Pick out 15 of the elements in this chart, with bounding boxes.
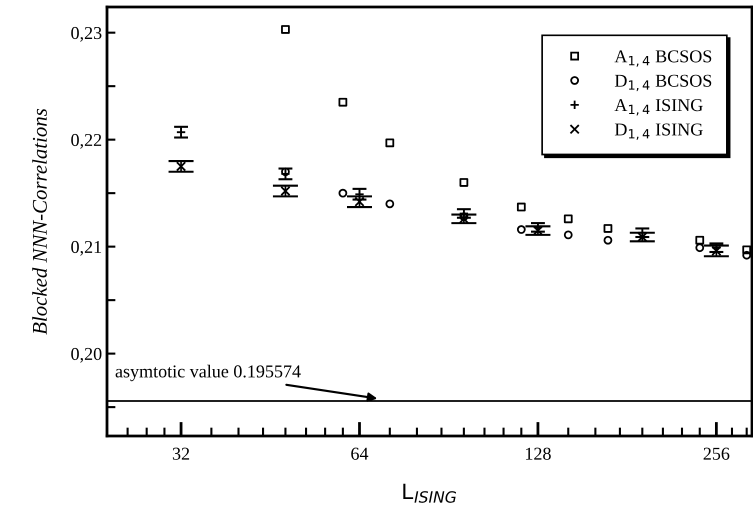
y-tick-label: 0,20: [71, 348, 102, 363]
legend-label: D$_{1,4}$ BCSOS: [614, 74, 712, 92]
x-tick-label: 128: [526, 448, 551, 460]
x-tick-label: 32: [172, 448, 190, 460]
y-tick-label: 0,23: [71, 26, 102, 42]
legend-label: D$_{1,4}$ ISING: [614, 123, 703, 140]
y-tick-label: 0,22: [71, 134, 102, 149]
legend-label: A$_{1,4}$ BCSOS: [614, 50, 712, 67]
y-axis-title: Blocked NNN-Correlations: [32, 108, 47, 335]
x-axis-title: L$_{ISING}$: [403, 484, 456, 503]
legend-label: A$_{1,4}$ ISING: [614, 99, 703, 116]
x-tick-label: 256: [704, 448, 730, 460]
annotation: asymtotic value 0.195574: [116, 364, 301, 382]
y-tick-label: 0,21: [71, 240, 102, 256]
x-tick-label: 64: [351, 448, 368, 460]
